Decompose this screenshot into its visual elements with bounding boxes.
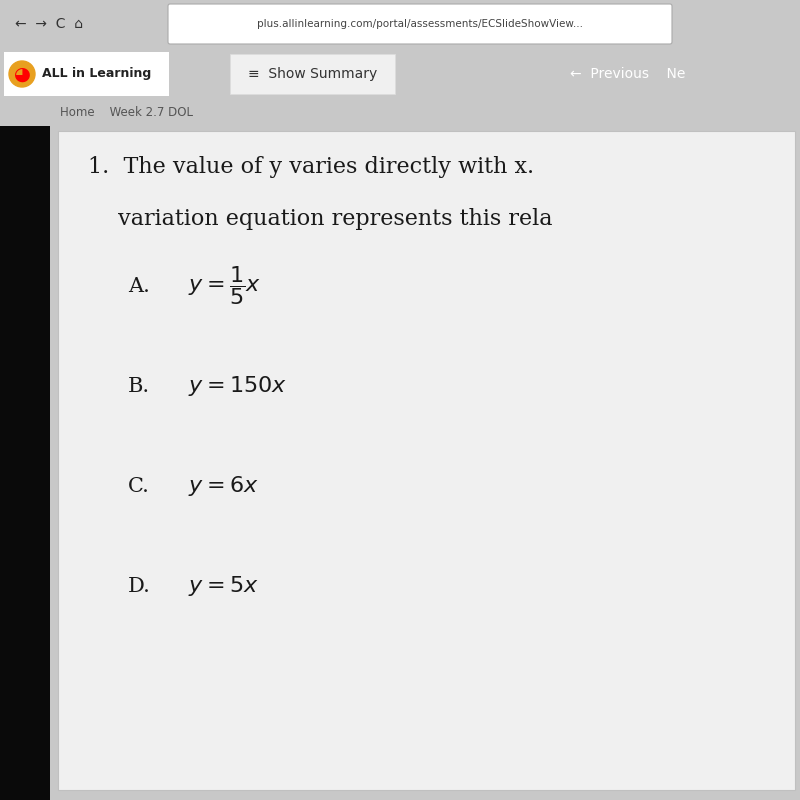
Text: $y = 5x$: $y = 5x$ [188,574,258,598]
Text: B.: B. [128,377,150,395]
Text: variation equation represents this rela: variation equation represents this rela [118,208,553,230]
Text: ←  Previous    Ne: ← Previous Ne [570,67,686,81]
Circle shape [9,61,35,87]
Text: 1.  The value of y varies directly with x.: 1. The value of y varies directly with x… [88,156,534,178]
Text: D.: D. [128,577,151,595]
FancyBboxPatch shape [4,52,169,96]
FancyBboxPatch shape [230,54,395,94]
FancyBboxPatch shape [168,4,672,44]
Text: Home    Week 2.7 DOL: Home Week 2.7 DOL [60,106,193,119]
Text: ◕: ◕ [14,65,30,83]
Text: plus.allinlearning.com/portal/assessments/ECSlideShowView...: plus.allinlearning.com/portal/assessment… [257,19,583,29]
Text: $y = 150x$: $y = 150x$ [188,374,287,398]
Text: ≡  Show Summary: ≡ Show Summary [248,67,378,81]
Text: ←  →  C  ⌂: ← → C ⌂ [15,17,83,31]
Text: A.: A. [128,277,150,295]
Text: $y = 6x$: $y = 6x$ [188,474,258,498]
Text: C.: C. [128,477,150,495]
Bar [0,126,50,800]
Text: $y = \dfrac{1}{5}x$: $y = \dfrac{1}{5}x$ [188,265,262,307]
Text: ALL in Learning: ALL in Learning [42,67,151,81]
